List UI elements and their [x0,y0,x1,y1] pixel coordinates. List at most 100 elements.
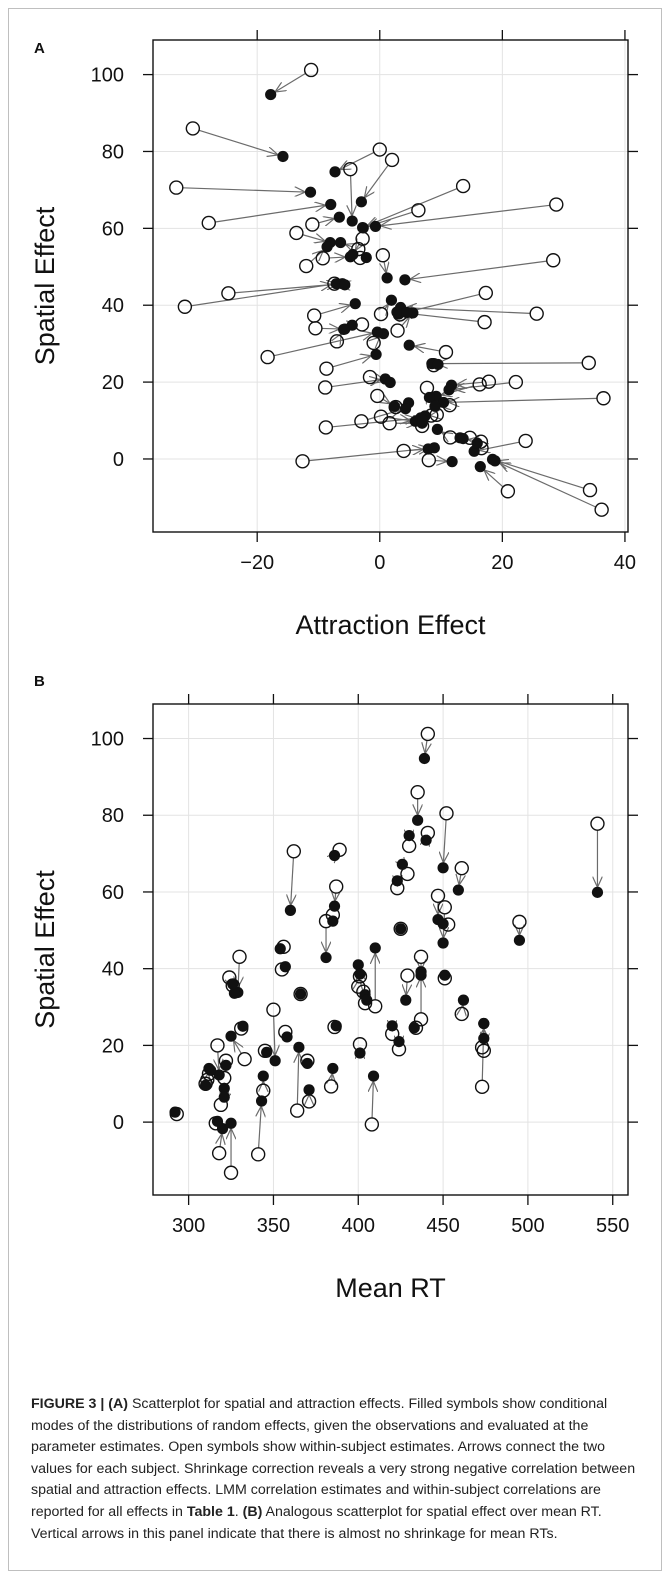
chart0-arrow-36 [331,380,381,388]
chart0-filled-point-64 [474,461,486,473]
chart0-filled-point-43 [423,391,436,404]
chart1-ytick-label-5: 100 [91,729,124,751]
chart0-filled-point-33 [338,323,350,336]
chart0-open-point-1 [185,121,201,136]
chart1-filled-point-19 [395,923,407,935]
chart0-ytick-label-5: 100 [91,65,124,87]
chart0-plot-frame [152,39,629,533]
chart0-open-point-10 [411,203,426,218]
chart0-open-point-58 [518,433,533,449]
chart0-x-axis-title: Attraction Effect [295,610,486,640]
chart0-open-point-45 [596,391,611,406]
chart1-filled-point-25 [400,994,412,1006]
chart0-open-point-6 [455,178,471,194]
chart0-arrow-7 [380,204,550,226]
chart0-filled-point-29 [401,306,413,319]
chart0-arrow-65 [435,461,447,462]
chart0-arrow-44 [383,399,390,403]
chart1-arrow-0 [425,740,427,753]
chart1-filled-point-33 [294,988,307,1000]
chart0-open-point-7 [549,197,564,212]
chart0-filled-point-41 [384,376,396,389]
chart0-arrow-4 [182,188,306,192]
chart0-filled-point-17 [381,272,393,284]
chart1-arrow-46 [234,1040,242,1054]
chart1-open-point-20 [232,949,247,964]
chart1-open-point-55 [301,1094,317,1109]
chart0-open-point-62 [582,482,598,498]
chart1-open-point-10 [329,879,344,894]
chart1-xtick-label-5: 550 [596,1215,629,1237]
chart1-filled-point-30 [228,987,241,999]
chart1-filled-point-7 [403,829,415,842]
chart0-arrow-63 [500,463,596,508]
chart1-filled-point-36 [386,1020,398,1032]
chart1-filled-point-18 [274,943,286,955]
chart0-filled-point-65 [446,456,458,468]
chart0-xtick-label-2: 20 [491,552,513,574]
chart0-open-point-65 [421,452,437,468]
chart1-filled-point-35 [457,994,470,1006]
chart0-filled-point-51 [399,403,412,415]
chart1-open-point-59 [250,1147,266,1162]
chart1-open-point-35 [454,1006,469,1022]
caption-part-b-text: Analogous scatterplot for spatial effect… [31,1503,602,1542]
chart0-arrow-20 [191,284,331,307]
chart0-open-point-20 [177,299,193,314]
chart0-open-point-32 [260,349,275,365]
chart1-arrow-59 [259,1106,262,1148]
chart1-xtick-label-0: 300 [172,1215,205,1237]
chart0-ytick-label-4: 80 [102,141,124,163]
panel-b-label: B [34,673,45,690]
chart0-arrow-8 [215,205,326,223]
chart0-arrow-18 [410,260,547,279]
chart1-x-axis-title: Mean RT [335,1273,446,1303]
chart0-open-point-30 [373,306,389,322]
chart0-open-point-35 [319,361,334,376]
chart0-arrow-58 [479,441,520,450]
caption-part-a-label: (A) [108,1396,128,1412]
chart1-arrow-41 [218,1051,219,1070]
chart1-filled-point-16 [327,915,339,927]
chart1-open-point-32 [266,1002,281,1017]
chart0-ytick-label-2: 40 [102,295,124,317]
chart1-open-point-57 [211,1145,227,1161]
chart0-open-point-5 [343,161,358,177]
chart0-open-point-31 [366,335,381,351]
chart1-filled-point-5 [328,849,341,862]
chart0-arrow-39 [456,382,483,384]
chart0-open-point-28 [390,323,405,338]
chart1-arrow-8 [459,875,461,886]
chart1-ytick-label-4: 80 [102,805,124,827]
chart0-open-point-25 [308,321,323,336]
chart1-filled-point-39 [281,1031,293,1043]
chart0-open-point-3 [384,152,400,168]
chart1-filled-point-49 [261,1046,273,1058]
chart0-arrow-61 [308,448,429,462]
chart0-open-point-19 [221,286,236,301]
chart0-arrow-30 [385,304,389,309]
chart1-filled-point-61 [367,1070,380,1082]
chart1-open-point-0 [420,726,436,742]
chart0-arrow-64 [484,470,504,488]
chart1-open-point-25 [400,968,415,983]
chart1-filled-point-41 [213,1069,225,1081]
chart1-filled-point-47 [220,1059,232,1071]
scatter-panel-b: 300 350 400 450 500 550 0 20 40 60 80 100 Mean RT Spa… [30,694,638,1303]
chart1-open-point-58 [223,1165,239,1180]
caption-part-a-text: Scatterplot for spatial and attraction e… [31,1396,636,1520]
caption-figure-label: FIGURE 3 | [31,1396,105,1412]
chart1-open-point-21 [413,949,429,964]
chart0-ytick-label-3: 60 [102,218,124,240]
chart1-arrow-10 [335,893,336,901]
chart0-open-point-61 [295,454,310,469]
chart0-arrow-9 [318,219,335,223]
chart1-arrow-57 [220,1134,222,1147]
chart0-open-point-42 [472,377,487,392]
chart1-ytick-label-3: 60 [102,882,124,904]
chart1-xtick-label-3: 450 [426,1215,459,1237]
chart1-filled-point-38 [408,1022,420,1034]
chart1-arrow-61 [372,1081,373,1118]
chart1-filled-point-34 [415,966,427,978]
chart1-open-point-53 [323,1079,339,1094]
